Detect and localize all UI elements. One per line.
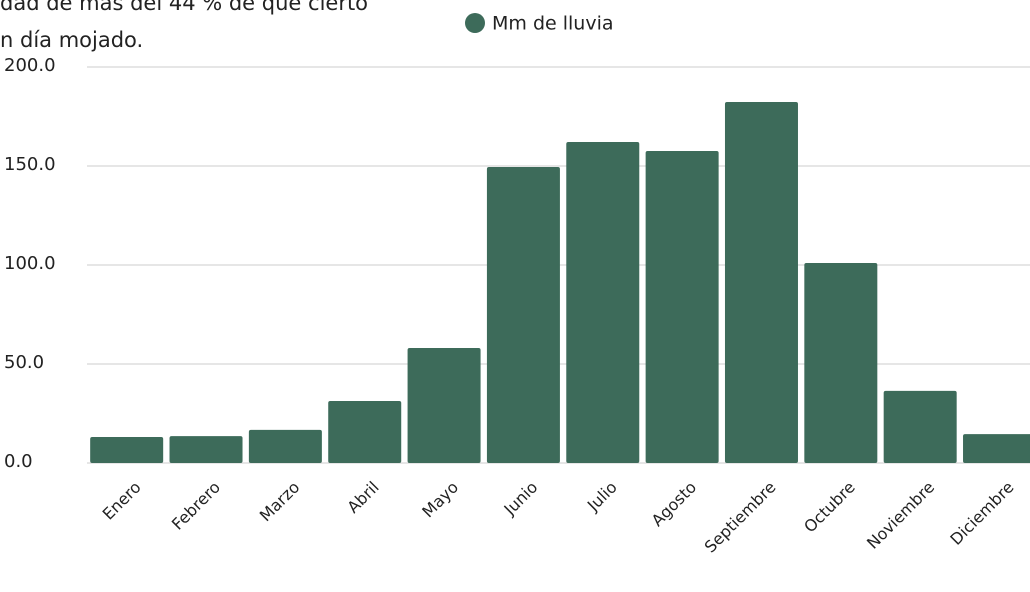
x-tick-label: Julio xyxy=(583,478,621,516)
y-tick-label: 0.0 xyxy=(4,451,33,472)
bar xyxy=(407,347,481,463)
x-tick-label: Febrero xyxy=(168,478,224,534)
bar xyxy=(804,263,878,463)
x-tick-label: Marzo xyxy=(256,478,304,526)
x-tick-label: Octubre xyxy=(800,478,859,537)
x-tick-label: Agosto xyxy=(648,478,701,531)
x-tick-label: Septiembre xyxy=(701,478,780,557)
x-tick-label: Junio xyxy=(500,478,542,520)
bar xyxy=(328,401,402,463)
y-tick-label: 150.0 xyxy=(4,154,56,175)
chart-title: n día mojado. xyxy=(0,28,143,52)
y-tick-label: 200.0 xyxy=(4,55,56,76)
bar xyxy=(169,436,243,463)
bar xyxy=(486,166,560,464)
bar xyxy=(963,434,1030,463)
legend-swatch xyxy=(465,13,485,33)
chart-title: dad de más del 44 % de que cierto xyxy=(0,0,368,15)
x-tick-label: Diciembre xyxy=(946,478,1017,549)
x-tick-label: Mayo xyxy=(418,478,462,522)
y-tick-label: 50.0 xyxy=(4,352,44,373)
bar xyxy=(883,390,957,463)
bar xyxy=(724,102,798,464)
bar xyxy=(645,150,719,463)
bar xyxy=(90,437,164,463)
y-tick-label: 100.0 xyxy=(4,253,56,274)
x-tick-label: Noviembre xyxy=(863,478,938,553)
x-tick-label: Enero xyxy=(99,478,145,524)
bar xyxy=(566,142,640,464)
bar xyxy=(248,429,322,463)
x-tick-label: Abril xyxy=(343,478,382,517)
legend-label: Mm de lluvia xyxy=(492,13,614,35)
